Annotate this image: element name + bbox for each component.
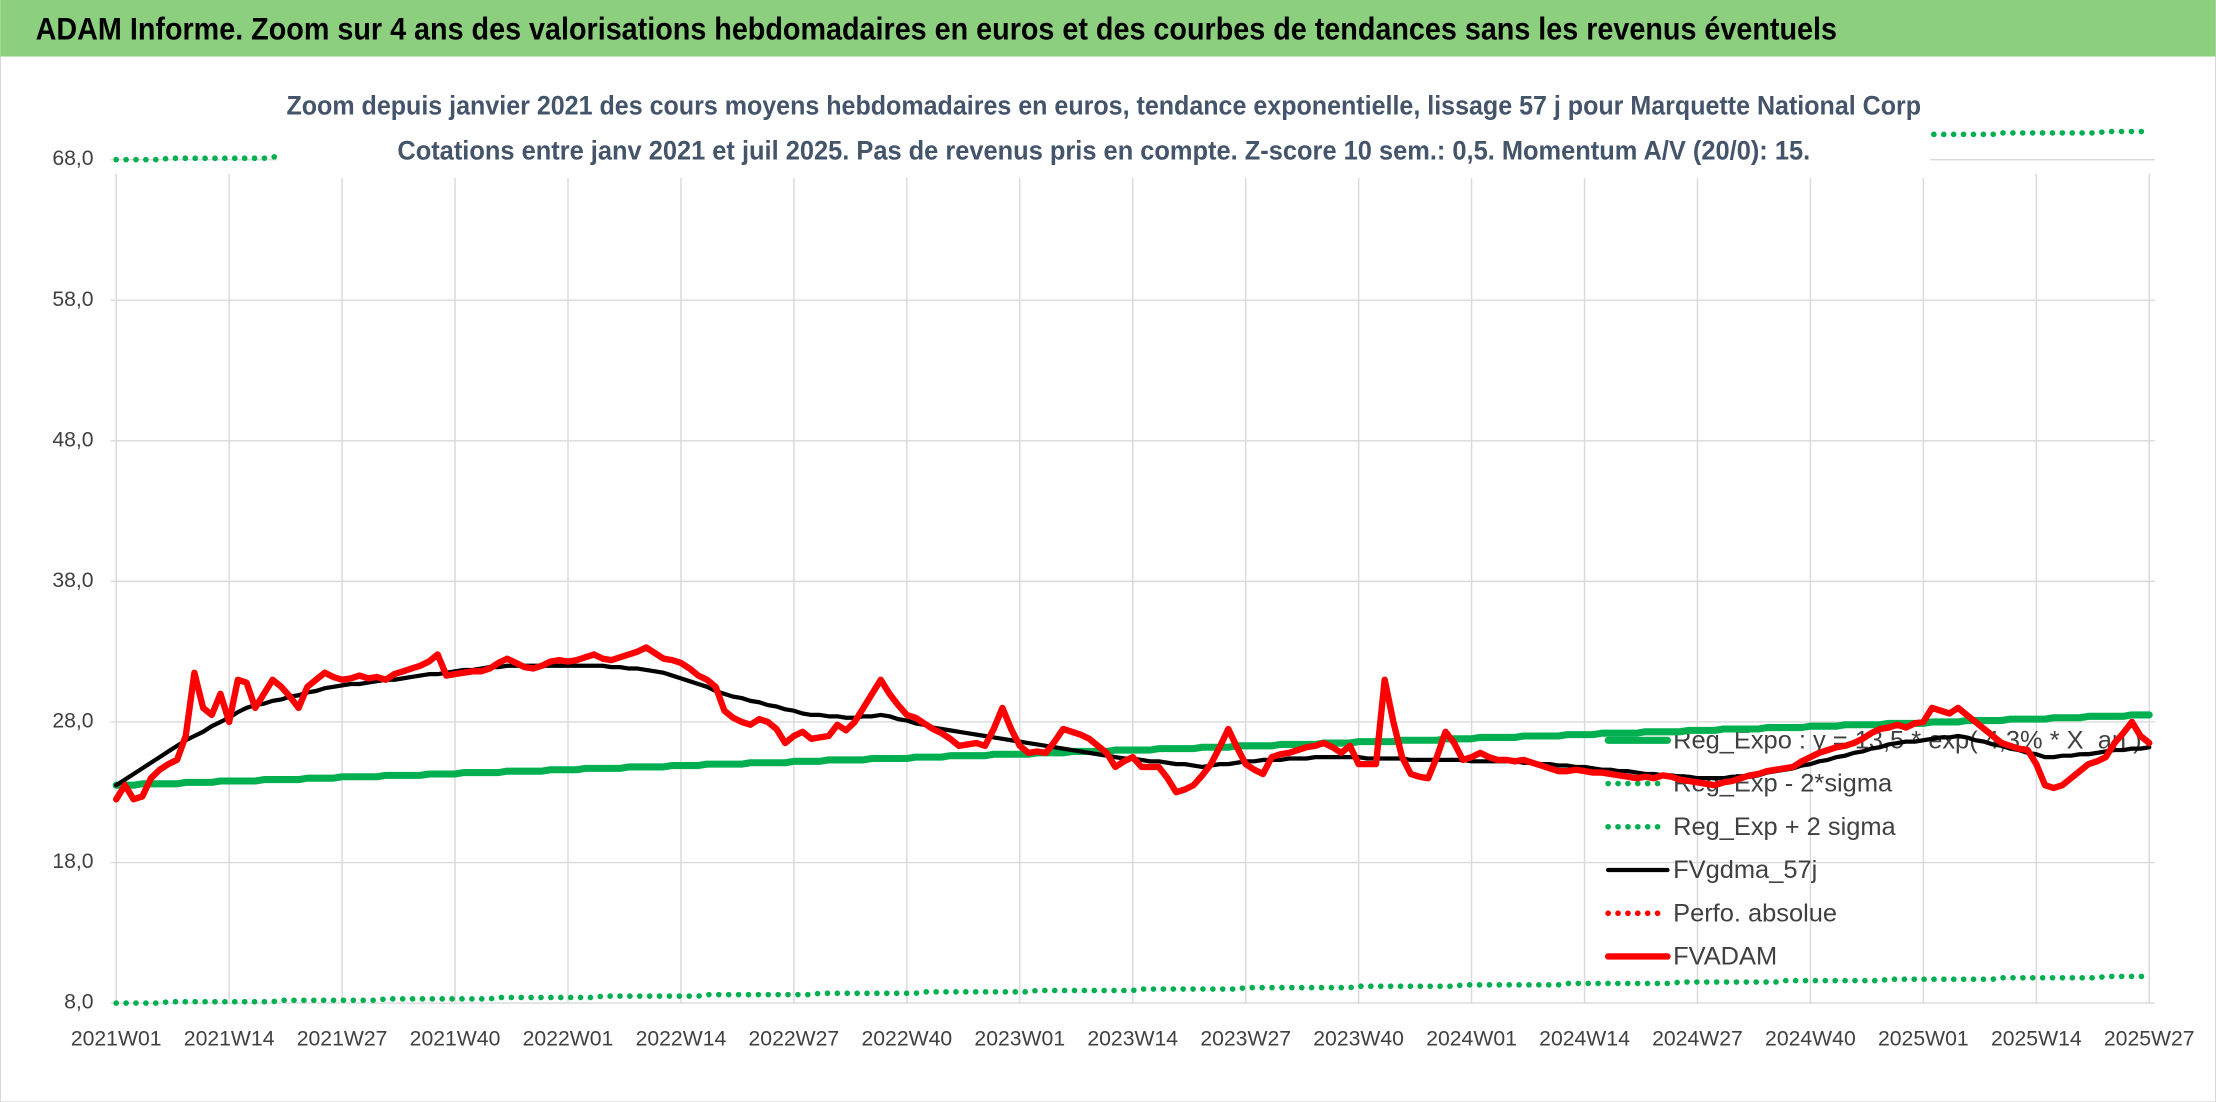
- series-line: [113, 973, 2153, 1006]
- legend-label: FVADAM: [1673, 943, 1777, 971]
- x-tick-label: 2023W27: [1200, 1027, 1291, 1050]
- series-line: [113, 644, 2153, 803]
- chart-subtitle: Cotations entre janv 2021 et juil 2025. …: [397, 136, 1810, 166]
- legend-label: FVgdma_57j: [1673, 856, 1817, 884]
- x-tick-label: 2023W01: [974, 1027, 1065, 1050]
- legend-label: Perfo. absolue: [1673, 899, 1837, 927]
- x-tick-label: 2024W01: [1426, 1027, 1517, 1050]
- x-tick-label: 2024W27: [1652, 1027, 1743, 1050]
- x-tick-label: 2021W14: [184, 1027, 275, 1050]
- plot-area: 8,0 18,0 28,0 38,0 48,0 58,0 68,0 2021W01 2021W1…: [52, 128, 2195, 1050]
- x-tick-label: 2025W14: [1991, 1027, 2082, 1050]
- y-tick-label: 18,0: [52, 850, 93, 873]
- x-tick-label: 2021W40: [410, 1027, 501, 1050]
- x-tick-label: 2023W40: [1313, 1027, 1404, 1050]
- chart-title: Zoom depuis janvier 2021 des cours moyen…: [286, 90, 1921, 120]
- header-bar: [0, 0, 2216, 57]
- y-tick-label: 58,0: [52, 288, 93, 311]
- x-tick-label: 2024W14: [1539, 1027, 1630, 1050]
- x-tick-label: 2022W14: [636, 1027, 727, 1050]
- header-title: ADAM Informe. Zoom sur 4 ans des valoris…: [36, 11, 1837, 46]
- legend-label: Reg_Exp + 2 sigma: [1673, 813, 1896, 841]
- y-tick-label: 8,0: [64, 991, 93, 1014]
- x-tick-label: 2025W01: [1878, 1027, 1969, 1050]
- x-tick-label: 2021W27: [297, 1027, 388, 1050]
- x-tick-label: 2024W40: [1765, 1027, 1856, 1050]
- series-line: [112, 711, 2153, 789]
- y-tick-label: 68,0: [52, 147, 93, 170]
- x-tick-label: 2025W27: [2104, 1027, 2195, 1050]
- x-tick-label: 2021W01: [71, 1027, 162, 1050]
- x-tick-label: 2022W27: [749, 1027, 840, 1050]
- x-tick-label: 2023W14: [1087, 1027, 1178, 1050]
- y-tick-label: 28,0: [52, 710, 93, 733]
- x-tick-label: 2022W40: [861, 1027, 952, 1050]
- x-tick-label: 2022W01: [523, 1027, 614, 1050]
- y-tick-label: 48,0: [52, 428, 93, 451]
- y-tick-label: 38,0: [52, 569, 93, 592]
- title-box: [277, 81, 1931, 179]
